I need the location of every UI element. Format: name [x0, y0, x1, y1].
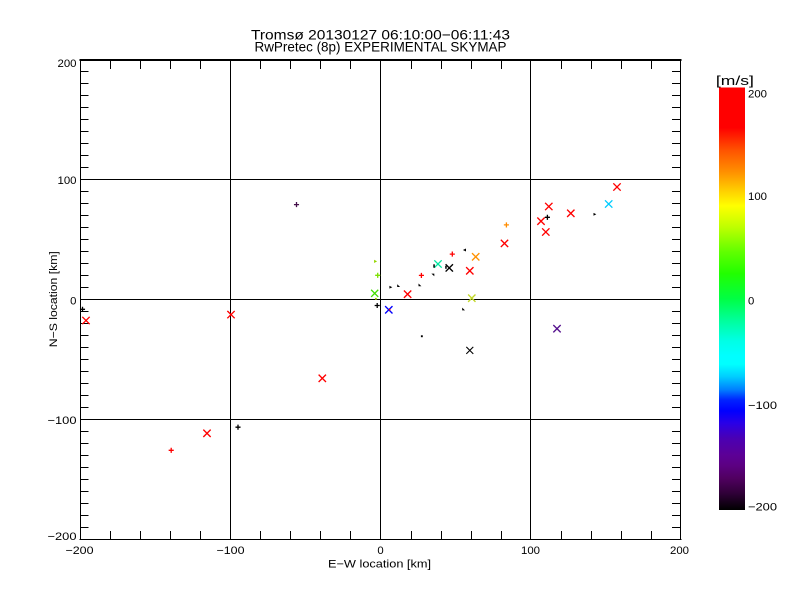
svg-text:200: 200: [748, 88, 767, 100]
svg-text:Tromsø 20130127 06:10:00−06:11: Tromsø 20130127 06:10:00−06:11:43: [251, 26, 510, 42]
svg-text:100: 100: [521, 545, 540, 557]
svg-text:−100: −100: [217, 545, 245, 557]
svg-text:N−S location [km]: N−S location [km]: [48, 251, 60, 347]
svg-text:−100: −100: [748, 400, 777, 412]
svg-text:[m/s]: [m/s]: [716, 73, 754, 88]
svg-text:200: 200: [670, 545, 689, 557]
svg-text:200: 200: [58, 58, 77, 70]
svg-text:0: 0: [377, 545, 383, 557]
svg-text:E−W location [km]: E−W location [km]: [328, 559, 431, 571]
svg-text:−200: −200: [748, 502, 777, 514]
svg-text:100: 100: [748, 191, 767, 203]
svg-text:RwPretec (8p) EXPERIMENTAL SKY: RwPretec (8p) EXPERIMENTAL SKYMAP: [255, 39, 507, 55]
svg-text:−200: −200: [48, 531, 77, 543]
svg-text:−100: −100: [48, 415, 77, 427]
svg-text:−200: −200: [66, 545, 94, 557]
svg-text:100: 100: [58, 175, 77, 187]
svg-text:0: 0: [748, 295, 754, 307]
svg-text:0: 0: [70, 295, 76, 307]
